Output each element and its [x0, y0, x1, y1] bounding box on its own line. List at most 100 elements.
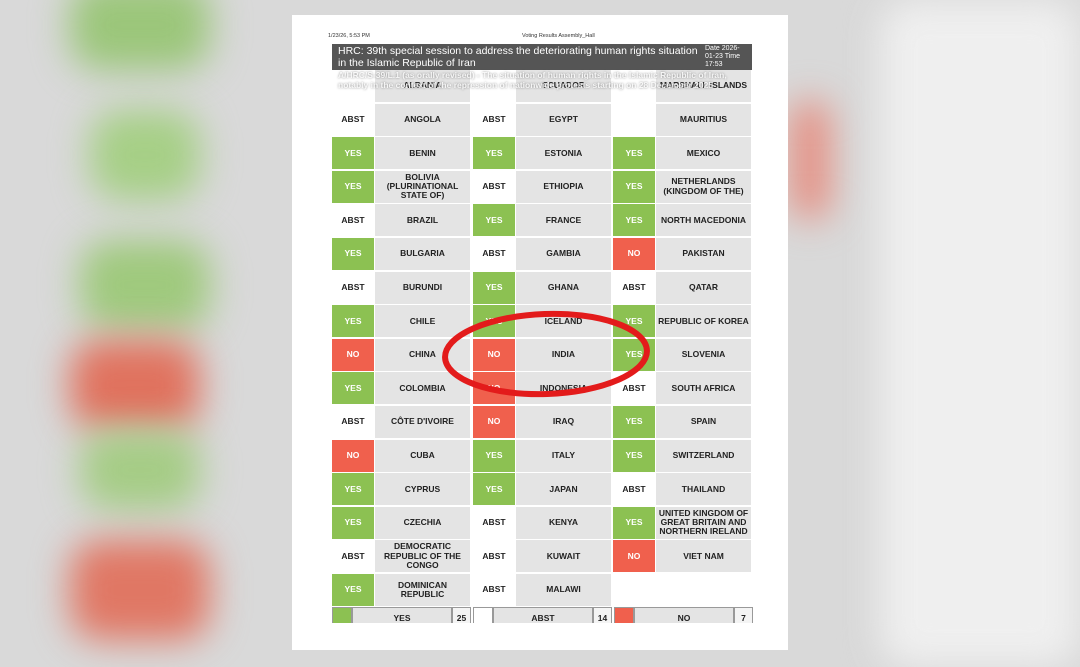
country-cell: IRAQ — [516, 406, 611, 438]
vote-cell: ABST — [332, 406, 374, 438]
country-cell: COLOMBIA — [375, 372, 470, 405]
blurred-background — [80, 240, 210, 330]
country-cell: CYPRUS — [375, 473, 470, 506]
vote-cell — [332, 70, 374, 102]
country-cell: CUBA — [375, 439, 470, 472]
vote-cell: NO — [613, 540, 655, 573]
vote-cell: ABST — [473, 170, 515, 203]
country-cell: ECUADOR — [516, 70, 611, 102]
country-cell: THAILAND — [656, 473, 751, 506]
country-cell: ALBANIA — [375, 70, 470, 102]
country-cell: INDIA — [516, 338, 611, 371]
country-cell: MAURITIUS — [656, 103, 751, 136]
session-date: Date 2026-01-23 Time 17:53 — [705, 45, 741, 68]
page-footer — [292, 623, 788, 650]
country-cell: QATAR — [656, 271, 751, 304]
highlight-circle — [442, 310, 650, 398]
vote-cell: YES — [613, 406, 655, 438]
country-cell: BURUNDI — [375, 271, 470, 304]
country-cell: BULGARIA — [375, 238, 470, 270]
blurred-background — [790, 100, 830, 220]
vote-cell: YES — [613, 204, 655, 237]
document-title: Voting Results Assembly_Hall — [522, 33, 595, 39]
country-cell: JAPAN — [516, 473, 611, 506]
country-cell: ITALY — [516, 439, 611, 472]
vote-cell: YES — [332, 305, 374, 338]
vote-cell: NO — [473, 338, 515, 371]
country-cell: CÔTE D'IVOIRE — [375, 406, 470, 438]
vote-cell: YES — [613, 137, 655, 170]
vote-cell: ABST — [332, 271, 374, 304]
country-cell: ICELAND — [516, 305, 611, 338]
vote-cell: YES — [332, 574, 374, 606]
country-cell: GHANA — [516, 271, 611, 304]
vote-cell: YES — [613, 170, 655, 203]
country-cell: REPUBLIC OF KOREA — [656, 305, 751, 338]
vote-cell — [473, 70, 515, 102]
vote-cell — [613, 70, 655, 102]
country-cell: MARSHALL ISLANDS — [656, 70, 751, 102]
vote-cell: NO — [473, 406, 515, 438]
country-cell: SLOVENIA — [656, 338, 751, 371]
annotation-layer — [442, 310, 650, 398]
vote-cell: YES — [332, 238, 374, 270]
blurred-background — [70, 340, 200, 430]
timestamp: 1/23/26, 5:53 PM — [328, 33, 370, 39]
country-cell: ESTONIA — [516, 137, 611, 170]
country-cell: SOUTH AFRICA — [656, 372, 751, 405]
country-cell: BENIN — [375, 137, 470, 170]
country-cell: ANGOLA — [375, 103, 470, 136]
vote-cell: ABST — [473, 103, 515, 136]
country-cell: PAKISTAN — [656, 238, 751, 270]
country-cell: GAMBIA — [516, 238, 611, 270]
country-cell: ETHIOPIA — [516, 170, 611, 203]
vote-cell: ABST — [332, 540, 374, 573]
country-cell: EGYPT — [516, 103, 611, 136]
title-bar: HRC: 39th special session to address the… — [332, 44, 752, 70]
vote-cell: YES — [332, 170, 374, 203]
vote-cell: ABST — [332, 204, 374, 237]
country-cell: DEMOCRATIC REPUBLIC OF THE CONGO — [375, 540, 470, 573]
blurred-background — [70, 0, 210, 70]
country-cell: FRANCE — [516, 204, 611, 237]
country-cell: VIET NAM — [656, 540, 751, 573]
vote-cell: ABST — [473, 506, 515, 539]
vote-cell: YES — [613, 439, 655, 472]
vote-cell: NO — [613, 238, 655, 270]
vote-cell — [613, 103, 655, 136]
vote-cell: YES — [473, 204, 515, 237]
country-cell: BRAZIL — [375, 204, 470, 237]
blurred-background — [80, 430, 200, 510]
blurred-background — [880, 0, 1080, 667]
vote-cell: ABST — [473, 238, 515, 270]
resolution-title: A/HRC/S-39/L.1 (as orally revised) - The… — [338, 70, 727, 90]
session-title: HRC: 39th special session to address the… — [338, 45, 698, 69]
vote-cell: YES — [332, 473, 374, 506]
country-cell: CHILE — [375, 305, 470, 338]
country-cell: SWITZERLAND — [656, 439, 751, 472]
vote-cell: ABST — [332, 103, 374, 136]
country-cell: SPAIN — [656, 406, 751, 438]
country-cell: CZECHIA — [375, 506, 470, 539]
vote-cell: ABST — [473, 540, 515, 573]
vote-cell: YES — [473, 137, 515, 170]
country-cell: UNITED KINGDOM OF GREAT BRITAIN AND NORT… — [656, 506, 751, 539]
vote-cell: YES — [473, 473, 515, 506]
vote-cell: YES — [332, 137, 374, 170]
vote-cell: YES — [332, 372, 374, 405]
vote-cell: ABST — [613, 271, 655, 304]
blurred-background — [70, 540, 210, 640]
vote-cell: YES — [332, 506, 374, 539]
vote-cell: YES — [613, 506, 655, 539]
country-cell: MEXICO — [656, 137, 751, 170]
country-cell: NORTH MACEDONIA — [656, 204, 751, 237]
vote-cell: YES — [473, 439, 515, 472]
vote-cell: ABST — [613, 473, 655, 506]
vote-cell: NO — [332, 338, 374, 371]
country-cell: BOLIVIA (PLURINATIONAL STATE OF) — [375, 170, 470, 203]
document-page: 1/23/26, 5:53 PM Voting Results Assembly… — [292, 15, 788, 650]
country-cell: MALAWI — [516, 574, 611, 606]
country-cell: KUWAIT — [516, 540, 611, 573]
blurred-background — [90, 110, 200, 200]
